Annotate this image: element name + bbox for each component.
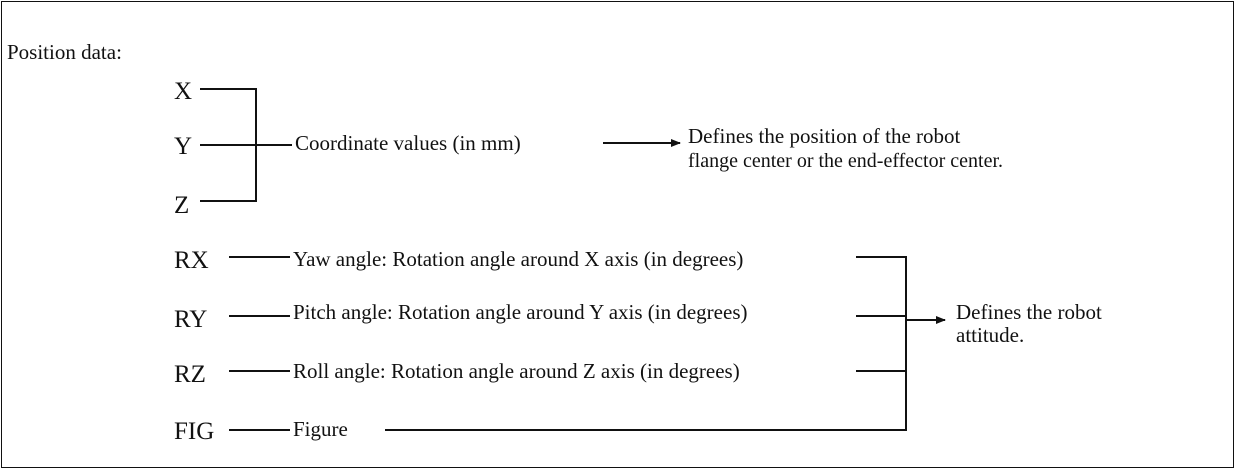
fig-description: Figure	[293, 417, 348, 441]
attitude-result-line-1: Defines the robot	[956, 300, 1102, 324]
label-rx: RX	[174, 247, 209, 274]
label-fig: FIG	[174, 418, 215, 445]
rz-description: Roll angle: Rotation angle around Z axis…	[293, 359, 740, 383]
attitude-result-line-2: attitude.	[956, 323, 1025, 347]
position-result-line-2: flange center or the end-effector center…	[688, 150, 1003, 172]
rx-description: Yaw angle: Rotation angle around X axis …	[293, 247, 744, 271]
diagram-title: Position data:	[7, 40, 122, 64]
ry-description: Pitch angle: Rotation angle around Y axi…	[293, 300, 748, 324]
label-rz: RZ	[174, 361, 206, 388]
label-z: Z	[174, 192, 190, 219]
label-ry: RY	[174, 306, 208, 333]
label-x: X	[174, 78, 193, 105]
label-y: Y	[174, 133, 193, 160]
position-result-line-1: Defines the position of the robot	[688, 124, 961, 148]
coordinate-description: Coordinate values (in mm)	[295, 131, 521, 155]
attitude-bracket	[385, 256, 907, 431]
